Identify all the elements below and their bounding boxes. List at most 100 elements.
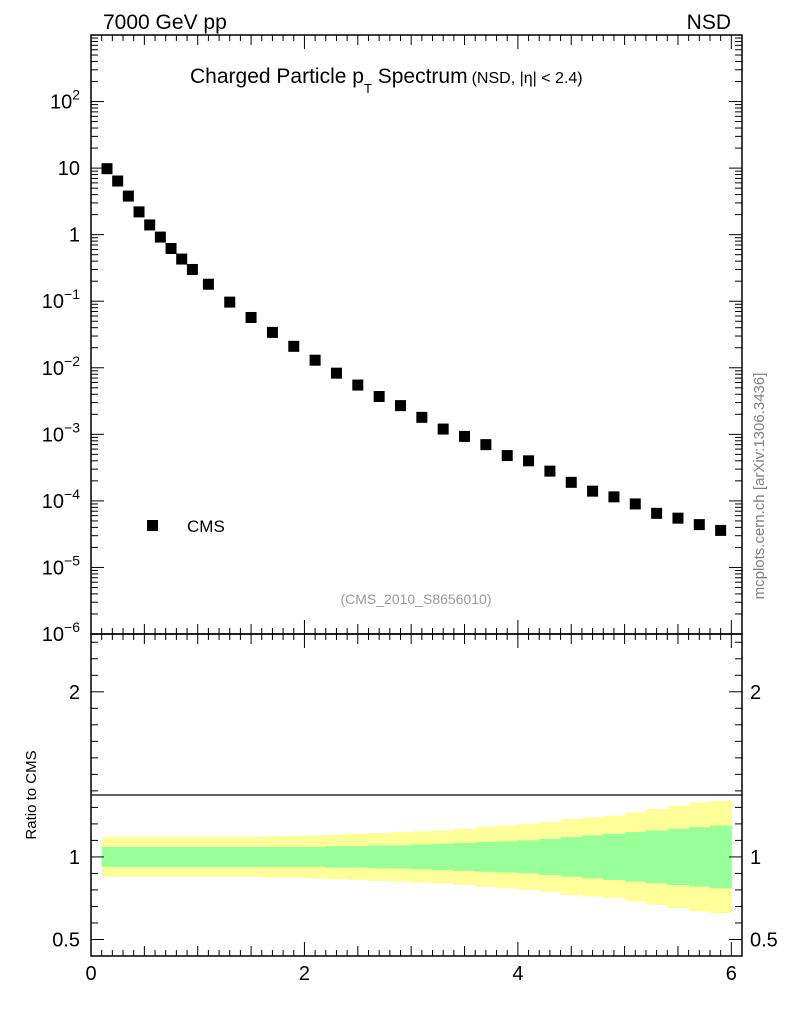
x-tick-label: 0 [85, 963, 96, 985]
x-tick-label: 2 [299, 963, 310, 985]
data-point [416, 411, 428, 423]
y-tick-label: 10−1 [42, 286, 80, 313]
data-point [693, 519, 705, 531]
ratio-band-inner [155, 847, 167, 867]
ratio-band-inner [389, 845, 412, 869]
data-point [459, 430, 471, 442]
ratio-y-tick-label-left: 1 [69, 847, 80, 869]
ratio-y-tick-label-right: 0.5 [750, 929, 778, 951]
data-point [133, 206, 145, 218]
chart-title-subscript: T [364, 81, 372, 96]
ratio-y-tick-label-right: 2 [750, 682, 761, 704]
y-tick-label: 10−6 [42, 619, 80, 646]
ratio-band-inner [101, 847, 113, 867]
data-point [651, 507, 663, 519]
ratio-band-inner [688, 827, 711, 887]
ratio-band-inner [581, 835, 604, 879]
ratio-band-inner [475, 842, 498, 872]
ratio-band-inner [144, 847, 156, 867]
ratio-band-inner [645, 830, 668, 884]
lower-plot-frame [90, 633, 743, 957]
data-point [309, 354, 321, 366]
y-tick-label: 10−5 [42, 552, 80, 579]
data-point [523, 455, 535, 467]
chart-title-main2: Spectrum [372, 65, 468, 88]
data-point [501, 450, 513, 462]
ratio-band-inner [112, 847, 124, 867]
ratio-band-inner [539, 838, 562, 876]
data-point [373, 391, 385, 403]
data-point [330, 367, 342, 379]
ratio-band-inner [187, 847, 199, 867]
analysis-id: (CMS_2010_S8656010) [341, 591, 492, 607]
data-point [144, 219, 156, 231]
x-tick-label: 6 [726, 963, 737, 985]
data-point [154, 231, 166, 243]
ratio-y-tick-label-left: 0.5 [52, 929, 80, 951]
lower-y-tick-labels: 0.5 0.5 1 1 2 2 [52, 682, 778, 952]
ratio-band-inner [219, 847, 241, 867]
ratio-band-inner [453, 842, 476, 871]
data-point [202, 278, 214, 290]
ratio-band-inner [197, 847, 220, 867]
ratio-band-inner [176, 847, 188, 867]
upper-y-tick-labels: 10−6 10−5 10−4 10−3 10−2 10−1 1 10 102 [42, 87, 80, 646]
y-tick-label: 10−2 [42, 353, 80, 380]
y-tick-label: 1 [69, 225, 80, 247]
ratio-band-inner [368, 845, 391, 869]
data-point [629, 498, 641, 510]
data-point [672, 512, 684, 524]
cms-data-points [101, 163, 727, 536]
header-left: 7000 GeV pp [103, 11, 227, 34]
ratio-y-axis-label: Ratio to CMS [23, 750, 40, 839]
legend-marker [147, 520, 158, 531]
data-point [715, 524, 727, 536]
legend-label: CMS [187, 517, 225, 536]
ratio-band-inner [496, 841, 519, 873]
ratio-y-tick-label-right: 1 [750, 847, 761, 869]
header-right: NSD [687, 11, 731, 34]
upper-axis-ticks [90, 35, 742, 635]
ratio-uncertainty-bands [101, 800, 732, 914]
ratio-band-inner [283, 847, 305, 867]
data-point [186, 263, 198, 275]
data-point [394, 400, 406, 412]
data-point [288, 340, 300, 352]
data-point [266, 326, 278, 338]
chart-title-main: Charged Particle p [190, 65, 364, 88]
y-tick-label: 102 [50, 87, 80, 114]
data-point [352, 379, 364, 391]
x-tick-label: 4 [512, 963, 523, 985]
data-point [224, 296, 236, 308]
ratio-band-inner [165, 847, 177, 867]
ratio-y-tick-label-left: 2 [69, 682, 80, 704]
ratio-band-inner [240, 847, 263, 867]
ratio-band-inner [261, 847, 284, 867]
chart-title: Charged Particle pT Spectrum (NSD, |η| < … [190, 65, 583, 96]
data-point [437, 423, 449, 435]
data-point [608, 491, 620, 503]
ratio-band-inner [603, 833, 626, 881]
y-tick-label: 10 [58, 158, 80, 180]
ratio-band-inner [123, 847, 135, 867]
chart-title-suffix: (NSD, |η| < 2.4) [472, 70, 583, 87]
data-point [176, 253, 188, 265]
data-point [544, 465, 556, 477]
ratio-band-inner [624, 832, 647, 882]
ratio-band-inner [304, 847, 327, 867]
ratio-band-inner [517, 840, 540, 874]
data-point [245, 311, 257, 323]
upper-plot-frame [90, 34, 743, 635]
data-point [165, 242, 177, 254]
watermark: mcplots.cern.ch [arXiv:1306.3436] [751, 373, 768, 600]
x-tick-labels: 0 2 4 6 [85, 963, 736, 985]
data-point [112, 175, 124, 187]
ratio-band-inner [667, 828, 690, 885]
ratio-band-inner [432, 843, 455, 871]
ratio-band-inner [560, 837, 583, 877]
ratio-band-inner [325, 846, 348, 868]
data-point [101, 163, 113, 175]
data-point [122, 190, 134, 202]
data-point [587, 485, 599, 497]
